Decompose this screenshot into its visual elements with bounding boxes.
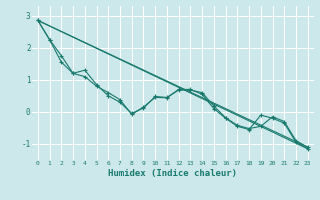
X-axis label: Humidex (Indice chaleur): Humidex (Indice chaleur) bbox=[108, 169, 237, 178]
